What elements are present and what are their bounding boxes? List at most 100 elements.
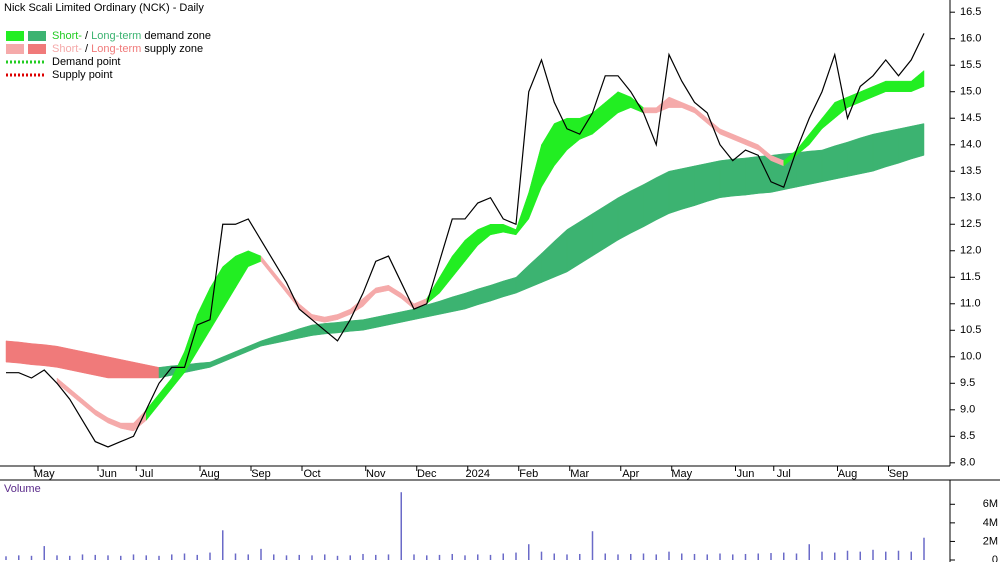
legend-entry: Supply point xyxy=(6,69,113,81)
legend-swatch xyxy=(6,44,24,54)
zone-segment xyxy=(439,296,453,315)
zone-segment xyxy=(464,288,478,310)
zone-segment xyxy=(719,128,733,140)
volume-bar xyxy=(94,554,96,560)
zone-segment xyxy=(146,364,160,379)
zone-segment xyxy=(95,409,109,424)
legend-label: Demand point xyxy=(52,56,121,68)
y-tick-label: 15.5 xyxy=(960,59,981,71)
volume-bar xyxy=(770,553,772,560)
zone-segment xyxy=(592,205,606,257)
zone-segment xyxy=(681,101,695,114)
zone-segment xyxy=(248,250,262,268)
volume-bar xyxy=(604,553,606,560)
zone-segment xyxy=(847,137,861,177)
volume-bar xyxy=(362,553,364,560)
volume-bar xyxy=(81,554,84,560)
zone-segment xyxy=(617,91,631,114)
zone-segment xyxy=(745,156,759,196)
zone-segment xyxy=(821,101,835,130)
legend-label: Short- / Long-term demand zone xyxy=(52,30,211,42)
volume-bar xyxy=(681,553,683,560)
zone-segment xyxy=(107,417,121,429)
zone-segment xyxy=(439,255,453,294)
y-tick-label: 16.0 xyxy=(960,33,981,45)
volume-bar xyxy=(56,555,58,560)
legend-text: Supply point xyxy=(52,69,113,81)
zone-segment xyxy=(668,96,682,108)
zone-segment xyxy=(694,107,708,125)
legend-entry: Demand point xyxy=(6,56,121,68)
zone-segment xyxy=(337,308,351,321)
volume-bar xyxy=(719,553,721,560)
zone-segment xyxy=(452,239,466,278)
volume-bar xyxy=(69,555,71,560)
y-tick-label: 13.0 xyxy=(960,192,981,204)
x-tick-label: Jul xyxy=(777,468,791,480)
zone-segment xyxy=(44,344,58,368)
zone-segment xyxy=(860,133,874,175)
legend-text: / xyxy=(85,43,89,55)
zone-segment xyxy=(694,162,708,207)
volume-bar xyxy=(171,554,173,560)
x-tick-label: 2024 xyxy=(466,468,490,480)
legend-text: Demand point xyxy=(52,56,121,68)
volume-bar xyxy=(489,554,492,560)
zone-segment xyxy=(911,69,925,93)
zone-segment xyxy=(286,328,300,342)
zone-segment xyxy=(821,145,835,183)
volume-bar xyxy=(324,554,326,560)
volume-bar xyxy=(553,553,555,560)
volume-bar xyxy=(642,553,645,560)
volume-bar xyxy=(387,554,390,560)
x-tick-label: Jun xyxy=(737,468,755,480)
zone-segment xyxy=(503,276,517,298)
zone-segment xyxy=(872,131,886,172)
volume-bar xyxy=(617,554,619,560)
zone-segment xyxy=(120,359,134,379)
zone-segment xyxy=(222,255,236,310)
volume-bar xyxy=(18,555,20,560)
zone-segment xyxy=(847,91,861,108)
zone-segment xyxy=(120,422,134,432)
legend-text: Short- xyxy=(52,30,82,42)
zone-segment xyxy=(273,271,287,294)
y-tick-label: 10.0 xyxy=(960,351,981,363)
volume-bar xyxy=(872,549,874,560)
zone-segment xyxy=(809,117,823,146)
zone-segment xyxy=(95,353,109,379)
zone-segment xyxy=(388,284,402,299)
zone-segment xyxy=(911,123,925,160)
zone-segment xyxy=(681,165,695,210)
zone-segment xyxy=(541,122,555,189)
x-tick-label: Nov xyxy=(366,468,386,480)
zone-segment xyxy=(745,139,759,151)
zone-segment xyxy=(554,228,568,278)
x-tick-label: May xyxy=(34,468,55,480)
volume-bar xyxy=(375,554,377,560)
volume-tick-label: 6M xyxy=(983,498,998,510)
volume-bar xyxy=(515,552,517,560)
x-tick-label: Dec xyxy=(417,468,437,480)
volume-bar xyxy=(145,555,147,560)
zone-segment xyxy=(809,149,823,185)
volume-tick-label: 4M xyxy=(983,517,998,529)
x-tick-label: Jun xyxy=(99,468,117,480)
volume-bar xyxy=(298,554,300,560)
y-tick-label: 11.5 xyxy=(960,271,981,283)
legend-label: Supply point xyxy=(52,69,113,81)
zone-segment xyxy=(5,340,19,364)
zone-segment xyxy=(69,348,83,374)
y-tick-label: 10.5 xyxy=(960,324,981,336)
volume-bar xyxy=(120,555,122,560)
volume-bar xyxy=(693,553,696,560)
volume-bar xyxy=(183,553,186,560)
volume-bar xyxy=(655,554,657,560)
volume-bar xyxy=(477,554,479,560)
zone-segment xyxy=(503,223,517,236)
zone-segment xyxy=(324,314,338,323)
legend-swatch xyxy=(6,31,24,41)
zone-segment xyxy=(643,107,657,114)
volume-bar xyxy=(757,553,759,560)
